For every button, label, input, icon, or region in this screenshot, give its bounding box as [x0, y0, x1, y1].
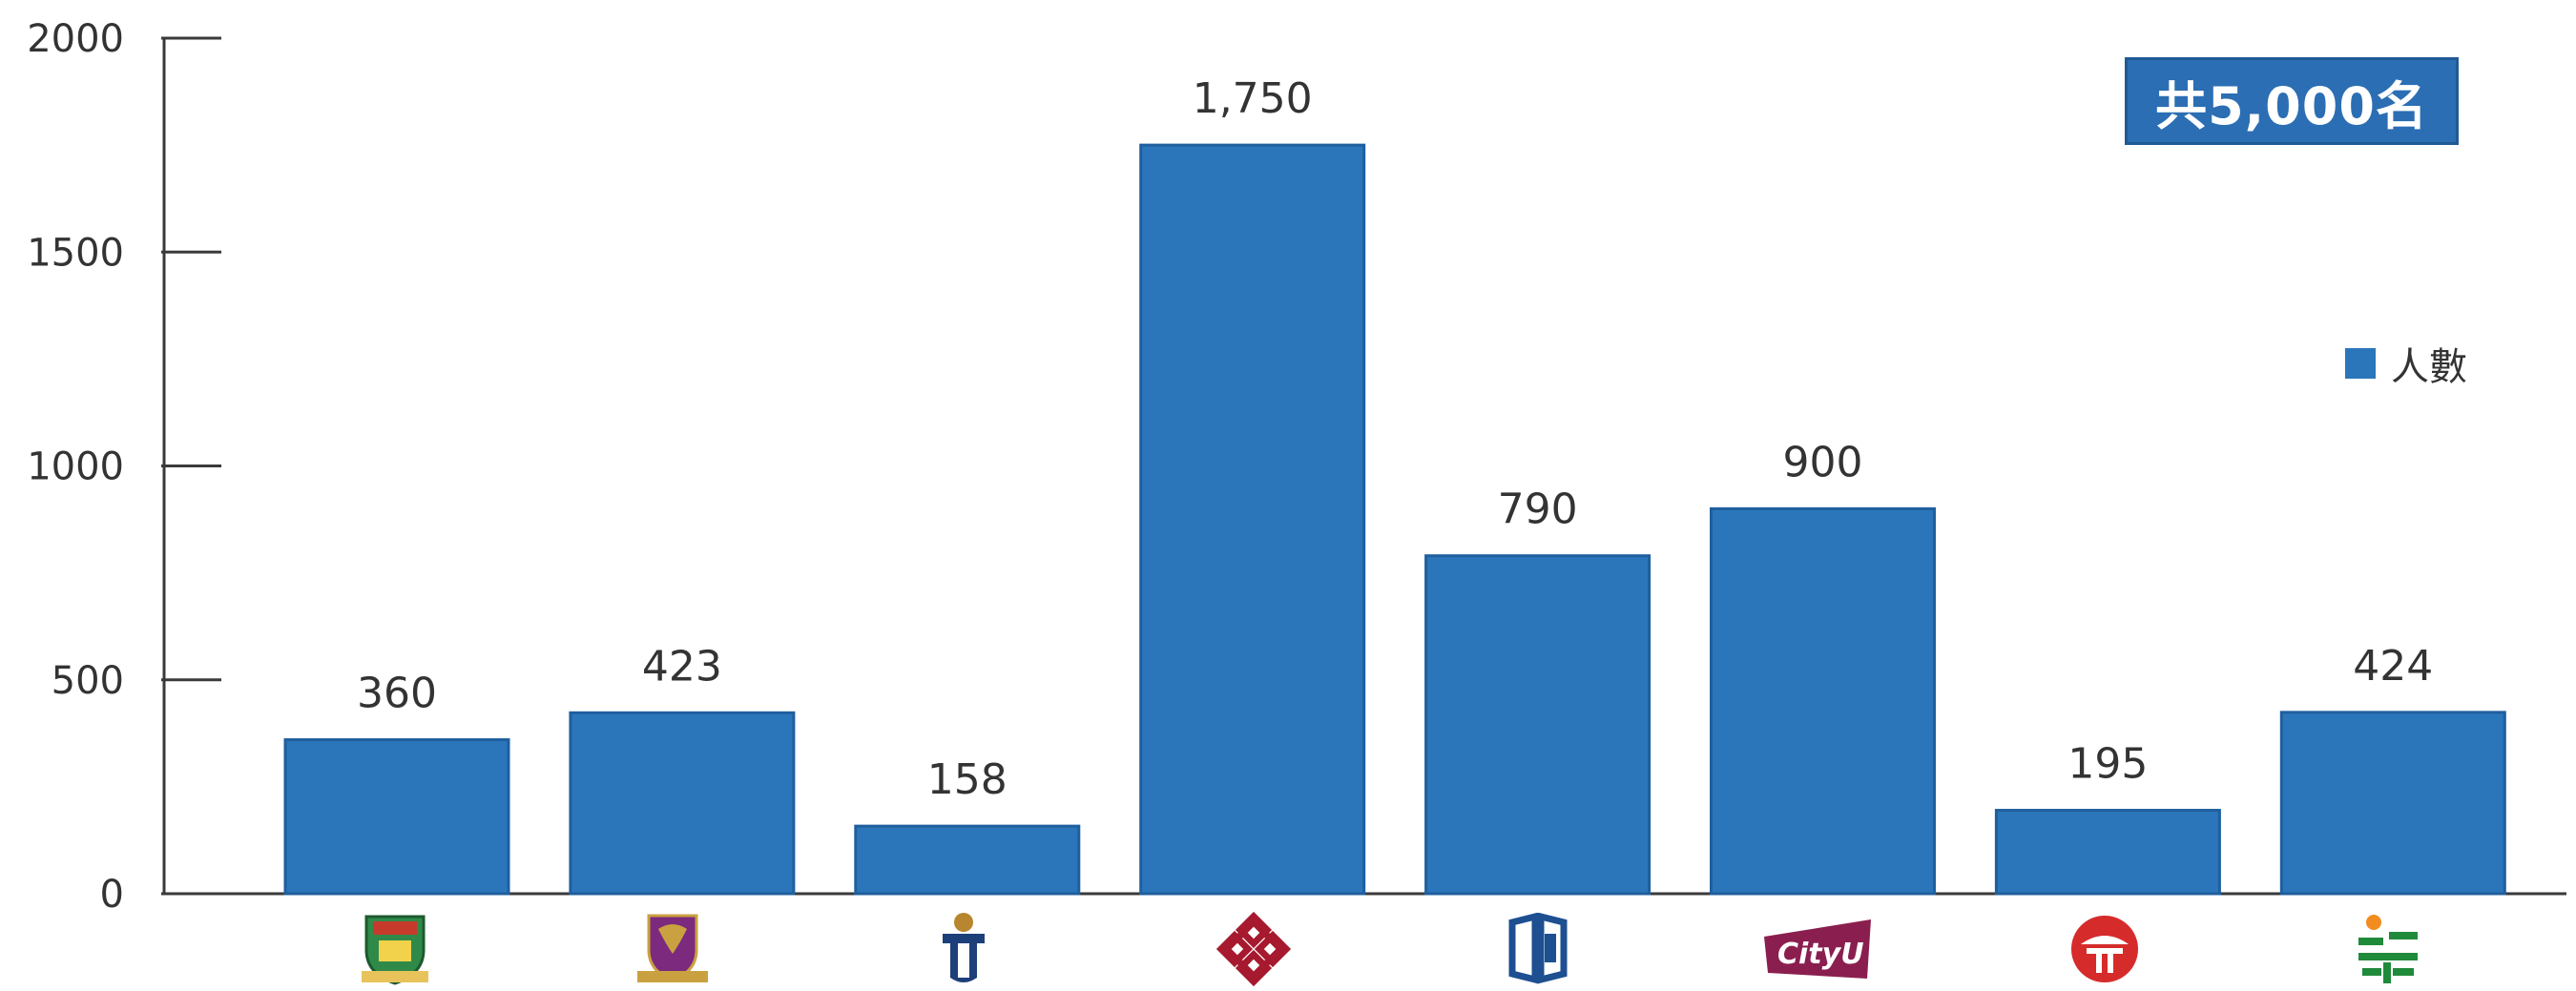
y-tick-label: 0	[100, 873, 124, 917]
hku-crest-icon	[357, 911, 433, 987]
bar-eduhk	[2279, 711, 2506, 896]
data-label: 423	[642, 642, 722, 691]
legend: 人數	[2345, 336, 2467, 391]
data-label: 790	[1498, 485, 1578, 534]
data-label: 158	[927, 755, 1008, 804]
hkust-icon	[925, 911, 1002, 987]
data-label: 1,750	[1193, 74, 1313, 123]
y-tick-label: 2000	[27, 17, 124, 61]
y-tick-label: 1500	[27, 231, 124, 275]
lingnan-icon	[2067, 911, 2143, 987]
polyu-icon	[1215, 911, 1292, 987]
cuhk-crest-icon	[634, 911, 711, 987]
total-badge: 共5,000名	[2125, 57, 2459, 145]
cityu-logo-text: CityU	[1777, 938, 1864, 971]
hkbu-icon	[1500, 911, 1576, 987]
bar-cuhk	[569, 711, 796, 896]
data-label: 360	[357, 670, 437, 718]
data-label: 195	[2067, 740, 2148, 789]
legend-swatch	[2345, 348, 2376, 379]
y-tick-label: 500	[52, 659, 124, 703]
y-tick-label: 1000	[27, 445, 124, 489]
eduhk-icon	[2350, 911, 2426, 987]
bar-hkbu	[1424, 554, 1652, 896]
cityu-icon: CityU	[1760, 911, 1875, 987]
bar-polyu	[1139, 143, 1366, 896]
legend-label: 人數	[2391, 345, 2467, 389]
bar-lingnanu	[1994, 809, 2221, 896]
data-label: 424	[2353, 642, 2433, 691]
bar-hkust	[854, 824, 1081, 896]
data-label: 900	[1783, 438, 1863, 486]
bar-cityu	[1710, 506, 1936, 896]
bar-hku	[283, 738, 510, 896]
